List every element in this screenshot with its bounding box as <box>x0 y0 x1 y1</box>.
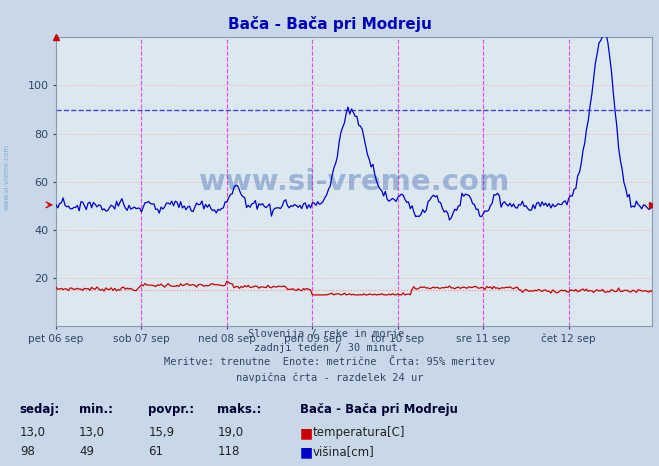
Text: Bača - Bača pri Modreju: Bača - Bača pri Modreju <box>227 16 432 32</box>
Text: ■: ■ <box>300 426 313 440</box>
Text: ■: ■ <box>300 445 313 459</box>
Text: višina[cm]: višina[cm] <box>313 445 375 458</box>
Text: 13,0: 13,0 <box>20 426 45 439</box>
Text: Slovenija / reke in morje.
zadnji teden / 30 minut.
Meritve: trenutne  Enote: me: Slovenija / reke in morje. zadnji teden … <box>164 329 495 383</box>
Text: 15,9: 15,9 <box>148 426 175 439</box>
Text: povpr.:: povpr.: <box>148 403 194 416</box>
Text: sedaj:: sedaj: <box>20 403 60 416</box>
Text: www.si-vreme.com: www.si-vreme.com <box>3 144 10 210</box>
Text: 61: 61 <box>148 445 163 458</box>
Text: min.:: min.: <box>79 403 113 416</box>
Text: 98: 98 <box>20 445 35 458</box>
Text: 49: 49 <box>79 445 94 458</box>
Text: www.si-vreme.com: www.si-vreme.com <box>198 168 510 196</box>
Text: 118: 118 <box>217 445 240 458</box>
Text: temperatura[C]: temperatura[C] <box>313 426 405 439</box>
Text: 13,0: 13,0 <box>79 426 105 439</box>
Text: maks.:: maks.: <box>217 403 262 416</box>
Text: Bača - Bača pri Modreju: Bača - Bača pri Modreju <box>300 403 458 416</box>
Text: 19,0: 19,0 <box>217 426 244 439</box>
